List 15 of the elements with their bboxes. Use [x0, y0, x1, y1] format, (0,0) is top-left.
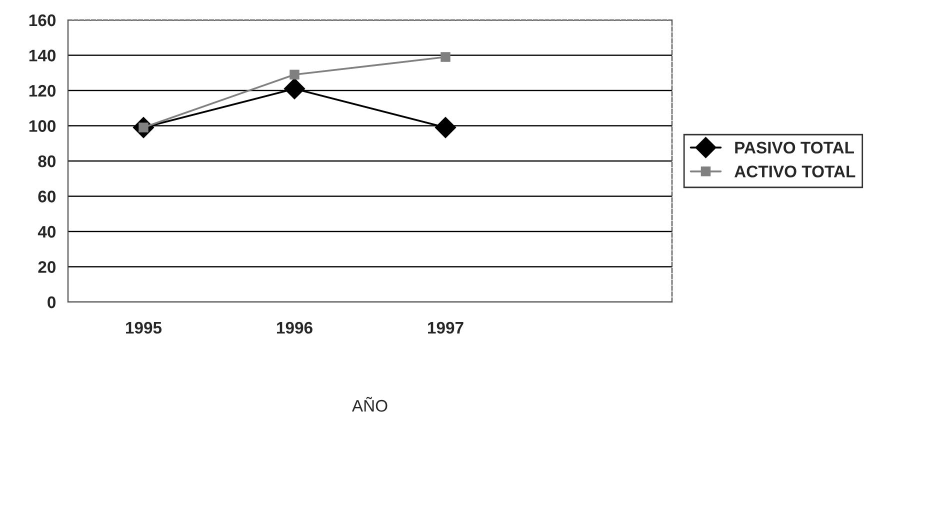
- y-tick-label: 0: [48, 296, 56, 308]
- y-tick-label: 160: [29, 14, 56, 26]
- x-tick-label: 1997: [428, 322, 464, 334]
- x-tick-label: 1995: [126, 322, 162, 334]
- legend-label: ACTIVO TOTAL: [734, 166, 856, 178]
- y-tick-label: 140: [29, 50, 56, 62]
- y-tick-label: 20: [38, 261, 56, 273]
- y-tick-label: 120: [29, 84, 56, 97]
- legend-label: PASIVO TOTAL: [735, 142, 854, 154]
- y-tick-label: 80: [38, 155, 56, 168]
- y-tick-label: 60: [38, 190, 56, 202]
- y-tick-label: 40: [38, 226, 56, 238]
- y-tick-label: 100: [29, 120, 56, 132]
- x-tick-label: 1996: [277, 322, 312, 334]
- x-axis-title: AÑO: [352, 396, 388, 412]
